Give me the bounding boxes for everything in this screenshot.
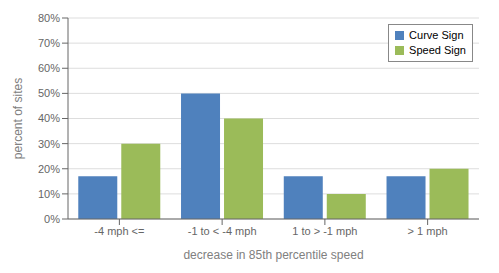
- svg-text:-4 mph <=: -4 mph <=: [94, 225, 144, 237]
- svg-text:10%: 10%: [38, 188, 60, 200]
- svg-text:70%: 70%: [38, 37, 60, 49]
- svg-text:60%: 60%: [38, 62, 60, 74]
- svg-text:50%: 50%: [38, 87, 60, 99]
- svg-text:-1 to < -4 mph: -1 to < -4 mph: [188, 225, 257, 237]
- svg-text:40%: 40%: [38, 112, 60, 124]
- svg-text:0%: 0%: [44, 213, 60, 225]
- html-text:Speed Sign: Speed Sign: [409, 44, 466, 56]
- html-text:Curve Sign: Curve Sign: [409, 29, 464, 41]
- svg-text:20%: 20%: [38, 163, 60, 175]
- svg-text:decrease in 85th percentile sp: decrease in 85th percentile speed: [183, 248, 363, 262]
- svg-text:1 to > -1 mph: 1 to > -1 mph: [292, 225, 357, 237]
- svg-text:30%: 30%: [38, 138, 60, 150]
- svg-text:> 1 mph: > 1 mph: [408, 225, 448, 237]
- svg-text:percent of sites: percent of sites: [11, 78, 25, 159]
- svg-text:80%: 80%: [38, 12, 60, 24]
